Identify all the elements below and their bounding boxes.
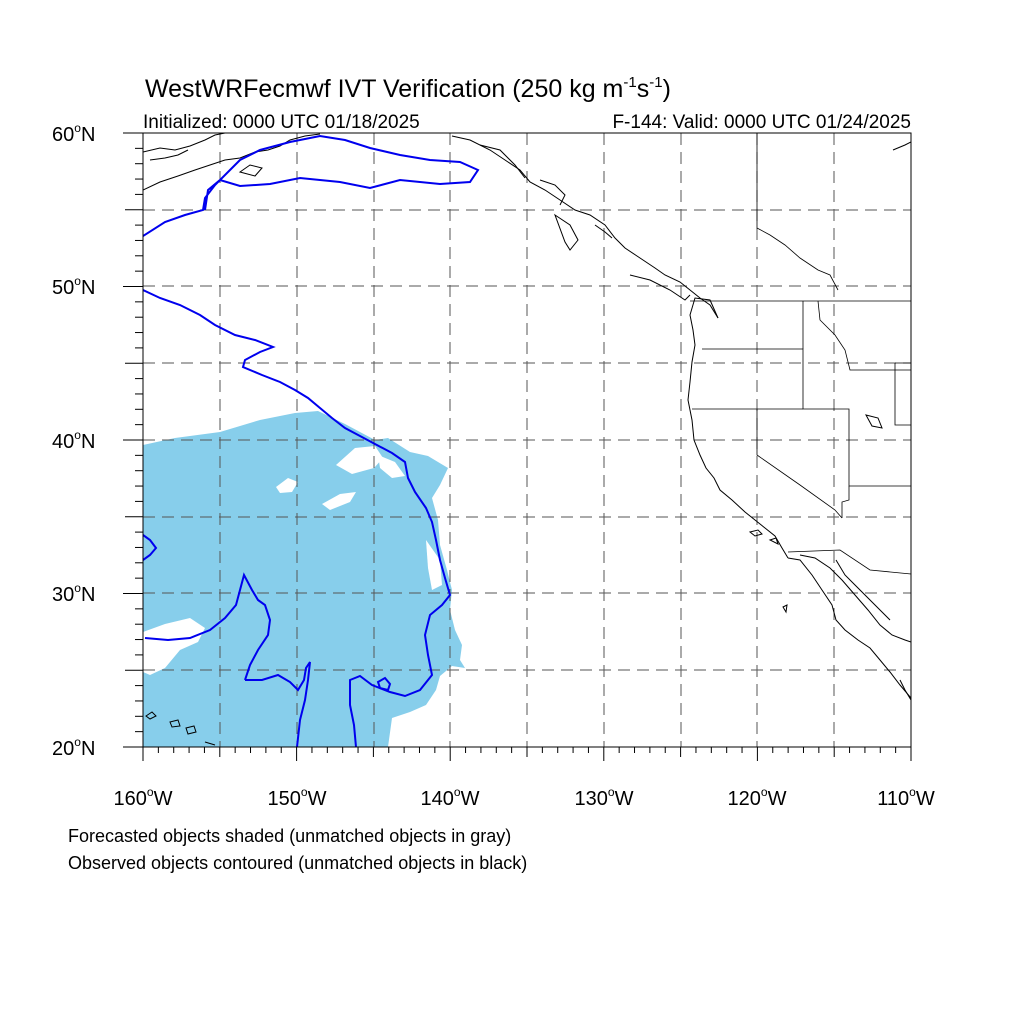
longitude-labels: 160oW 150oW 140oW 130oW 120oW 110oW xyxy=(114,785,935,810)
lon-label-150: 150oW xyxy=(268,785,327,810)
forecast-gap-coast xyxy=(426,540,442,590)
map-title: WestWRFecmwf IVT Verification (250 kg m-… xyxy=(145,74,671,103)
valid-label: F-144: Valid: 0000 UTC 01/24/2025 xyxy=(612,112,911,133)
lon-label-160: 160oW xyxy=(114,785,173,810)
lon-label-110: 110oW xyxy=(877,785,935,810)
observed-contour-north xyxy=(143,134,480,237)
observed-legend-note: Observed objects contoured (unmatched ob… xyxy=(68,853,528,873)
lat-label-30: 30oN xyxy=(52,581,95,606)
observed-contours[interactable] xyxy=(143,134,480,747)
latitude-labels: 60oN 50oN 40oN 30oN 20oN xyxy=(52,121,95,760)
lon-label-140: 140oW xyxy=(421,785,480,810)
forecast-gap-southwest xyxy=(143,618,205,675)
lat-label-50: 50oN xyxy=(52,274,95,299)
observed-contour-west xyxy=(143,534,158,561)
forecast-gap-east xyxy=(378,455,405,478)
forecast-gap-center xyxy=(322,492,356,510)
forecast-gap-west xyxy=(276,478,298,493)
lat-label-20: 20oN xyxy=(52,735,95,760)
political-boundaries xyxy=(690,133,912,575)
initialized-label: Initialized: 0000 UTC 01/18/2025 xyxy=(143,112,420,133)
observed-contour-inner xyxy=(144,572,272,681)
axis-ticks xyxy=(123,132,912,761)
forecast-object-shade xyxy=(143,411,465,747)
forecast-gap-north xyxy=(336,446,383,474)
observed-contour-blob xyxy=(376,676,392,692)
lon-label-120: 120oW xyxy=(728,785,787,810)
observed-contour-inner-south xyxy=(245,661,311,747)
lat-label-40: 40oN xyxy=(52,428,95,453)
lon-label-130: 130oW xyxy=(575,785,634,810)
coastlines xyxy=(143,133,911,746)
observed-contour-main xyxy=(143,289,452,747)
lat-label-60: 60oN xyxy=(52,121,95,146)
graticule xyxy=(143,133,911,747)
forecast-legend-note: Forecasted objects shaded (unmatched obj… xyxy=(68,826,512,846)
